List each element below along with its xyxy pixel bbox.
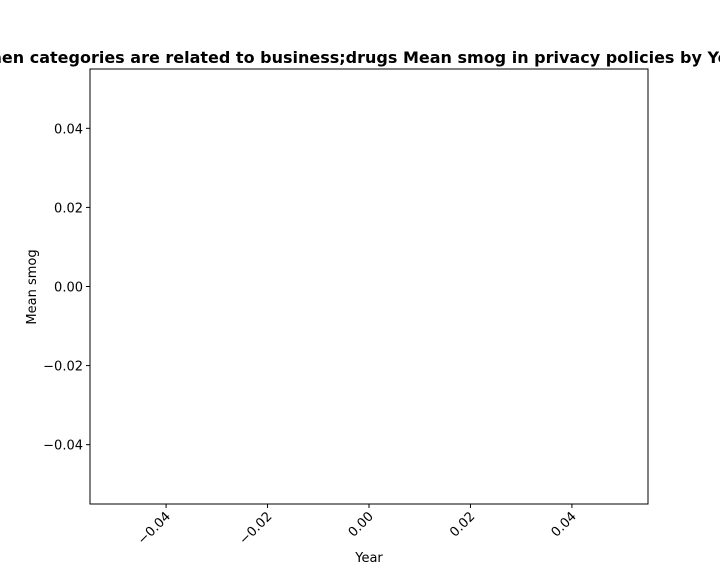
- y-tick-label: −0.02: [43, 360, 83, 375]
- plot-area: [89, 68, 649, 505]
- y-tick-label: −0.04: [43, 439, 83, 454]
- x-axis: −0.04 −0.02 0.00 0.02 0.04: [135, 504, 580, 548]
- x-tick-label: −0.04: [135, 509, 174, 548]
- y-tick-label: 0.00: [54, 281, 83, 296]
- y-tick-label: 0.04: [54, 122, 83, 137]
- x-axis-label: Year: [354, 551, 383, 566]
- y-axis-label: Mean smog: [25, 249, 40, 324]
- x-tick-label: −0.02: [237, 509, 276, 548]
- y-tick-label: 0.02: [54, 201, 83, 216]
- y-axis: 0.04 0.02 0.00 −0.02 −0.04: [43, 122, 90, 454]
- chart-title: When categories are related to business;…: [0, 48, 720, 67]
- x-tick-label: 0.04: [549, 509, 580, 540]
- x-tick-label: 0.00: [346, 509, 377, 540]
- x-tick-label: 0.02: [447, 509, 478, 540]
